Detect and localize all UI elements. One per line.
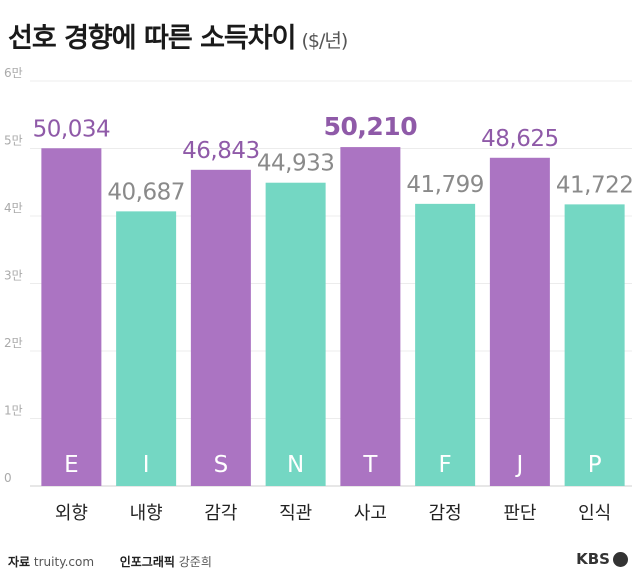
source-value: truity.com <box>33 555 95 569</box>
y-tick-label-6: 6만 <box>4 66 23 80</box>
data-label-4: 50,210 <box>324 112 418 141</box>
data-label-7: 41,722 <box>556 172 633 198</box>
x-tick-label-3: 직관 <box>279 503 312 524</box>
data-label-6: 48,625 <box>481 126 558 152</box>
x-tick-label-7: 인식 <box>578 503 611 524</box>
logo-mark-icon <box>613 552 628 567</box>
x-tick-label-5: 감정 <box>429 503 462 524</box>
bar-0 <box>41 148 102 486</box>
bar-7 <box>564 204 625 486</box>
y-tick-label-0: 0 <box>4 471 12 485</box>
x-tick-label-1: 내향 <box>130 503 163 524</box>
data-label-2: 46,843 <box>182 138 259 164</box>
bar-letter-5: F <box>439 452 452 478</box>
x-tick-label-0: 외향 <box>55 503 88 524</box>
bar-letter-2: S <box>214 452 229 478</box>
bar-letter-1: I <box>143 452 150 478</box>
bar-letter-0: E <box>64 452 79 478</box>
bar-2 <box>190 169 251 486</box>
bar-5 <box>415 203 476 486</box>
bar-3 <box>265 182 326 486</box>
y-tick-label-3: 3만 <box>4 269 23 283</box>
graphic-value: 강준희 <box>178 555 212 569</box>
data-label-5: 41,799 <box>406 172 483 198</box>
bar-4 <box>340 147 401 486</box>
data-label-3: 44,933 <box>257 151 334 177</box>
kbs-logo: KBS <box>576 550 628 568</box>
data-label-0: 50,034 <box>33 116 110 142</box>
footer: 자료 truity.com 인포그래픽 강준희 <box>8 553 212 570</box>
bar-letter-4: T <box>362 452 378 478</box>
bar-6 <box>489 157 550 486</box>
chart-title: 선호 경향에 따른 소득차이 ($/년) <box>8 16 348 55</box>
y-tick-label-4: 4만 <box>4 201 23 215</box>
chart-unit: ($/년) <box>301 30 348 52</box>
y-tick-label-2: 2만 <box>4 336 23 350</box>
bar-letter-6: J <box>514 452 523 478</box>
bar-chart: 0 1만 2만 3만 4만 5만 6만 50,034 E 외향 40,687 I 내향 46,843 S 감각… <box>4 66 634 524</box>
bar-1 <box>116 211 177 487</box>
x-tick-label-6: 판단 <box>503 503 536 524</box>
y-tick-label-5: 5만 <box>4 134 23 148</box>
chart-title-text: 선호 경향에 따른 소득차이 <box>8 23 296 54</box>
y-tick-label-1: 1만 <box>4 404 23 418</box>
data-label-1: 40,687 <box>107 179 184 205</box>
graphic-label: 인포그래픽 <box>119 555 175 569</box>
bar-letter-7: P <box>588 452 602 478</box>
x-tick-label-4: 사고 <box>354 503 387 524</box>
bar-letter-3: N <box>287 452 304 478</box>
source-label: 자료 <box>8 555 31 569</box>
logo-text: KBS <box>576 550 610 568</box>
x-tick-label-2: 감각 <box>204 503 237 524</box>
